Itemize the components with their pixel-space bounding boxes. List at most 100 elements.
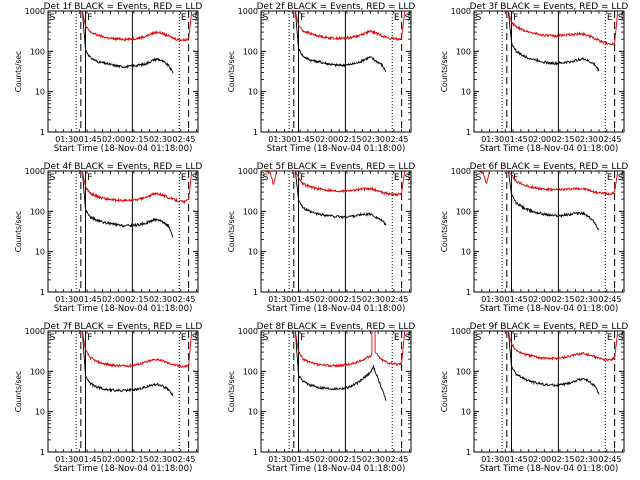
panel-title: Det 6f BLACK = Events, RED = LLD (470, 162, 629, 172)
x-tick-label: 02:15 (552, 455, 575, 464)
y-tick-label: 100 (243, 367, 258, 376)
x-tick-label: 02:30 (149, 135, 172, 144)
x-tick-label: 01:45 (292, 295, 315, 304)
panel-title: Det 2f BLACK = Events, RED = LLD (257, 2, 416, 12)
x-tick-label: 02:45 (598, 455, 621, 464)
panel-title: Det 4f BLACK = Events, RED = LLD (44, 162, 203, 172)
plot-frame (473, 170, 625, 293)
x-axis-label: Start Time (18-Nov-04 01:18:00) (54, 464, 193, 474)
plot-frame (47, 170, 199, 293)
x-axis-label: Start Time (18-Nov-04 01:18:00) (54, 304, 193, 314)
y-tick-label: 1 (466, 128, 471, 137)
y-tick-label: 1 (253, 128, 258, 137)
x-tick-label: 02:45 (172, 455, 195, 464)
x-tick-label: 02:00 (315, 295, 338, 304)
event-marker-letter: S (50, 13, 56, 23)
x-tick-label: 02:00 (528, 455, 551, 464)
event-marker-letter: F (513, 333, 518, 343)
event-marker-letter: S (50, 173, 56, 183)
y-axis-label: Counts/sec (14, 371, 23, 412)
y-axis-label: Counts/sec (440, 211, 449, 252)
x-tick-label: 02:00 (102, 295, 125, 304)
x-tick-label: 01:45 (505, 455, 528, 464)
y-tick-label: 10 (35, 88, 45, 97)
y-tick-label: 10 (35, 248, 45, 257)
events-series-line (507, 11, 600, 72)
x-tick-label: 01:30 (55, 455, 78, 464)
y-tick-label: 1 (466, 448, 471, 457)
x-axis-label: Start Time (18-Nov-04 01:18:00) (54, 144, 193, 154)
x-tick-label: 02:45 (172, 295, 195, 304)
x-tick-label: 01:30 (481, 135, 504, 144)
detector-panel: Det 4f BLACK = Events, RED = LLD 1 10 100 10… (14, 162, 202, 314)
event-marker-letter: S (476, 333, 482, 343)
y-axis-label: Counts/sec (227, 211, 236, 252)
x-tick-label: 02:00 (102, 135, 125, 144)
lld-series-line (507, 11, 619, 46)
detector-panel: Det 7f BLACK = Events, RED = LLD 1 10 100 10… (14, 322, 202, 474)
x-tick-label: 02:00 (528, 295, 551, 304)
x-tick-label: 01:30 (268, 455, 291, 464)
x-tick-label: 02:30 (149, 295, 172, 304)
y-tick-label: 1000 (238, 7, 258, 16)
y-tick-label: 1 (253, 448, 258, 457)
x-tick-label: 02:30 (575, 455, 598, 464)
x-tick-label: 01:45 (79, 295, 102, 304)
event-marker-letter: S (476, 13, 482, 23)
event-marker-letter: E (607, 333, 613, 343)
event-marker-letter: S (618, 333, 624, 343)
x-tick-label: 01:30 (481, 455, 504, 464)
y-tick-label: 1000 (25, 7, 45, 16)
y-axis-label: Counts/sec (227, 371, 236, 412)
x-tick-label: 02:15 (339, 295, 362, 304)
event-marker-letter: F (87, 13, 92, 23)
plot-frame (473, 10, 625, 133)
y-tick-label: 100 (456, 47, 471, 56)
event-marker-letter: E (394, 13, 400, 23)
event-marker-letter: S (263, 333, 269, 343)
events-series-line (294, 11, 387, 72)
panel-title: Det 8f BLACK = Events, RED = LLD (257, 322, 416, 332)
y-tick-label: 1000 (25, 327, 45, 336)
event-marker-letter: S (50, 333, 56, 343)
x-tick-label: 01:45 (79, 455, 102, 464)
panel-title: Det 5f BLACK = Events, RED = LLD (257, 162, 416, 172)
lld-series-line (476, 171, 619, 197)
y-axis-label: Counts/sec (14, 211, 23, 252)
lld-series-line (507, 331, 619, 362)
y-axis-label: Counts/sec (440, 51, 449, 92)
y-tick-label: 100 (456, 207, 471, 216)
event-marker-letter: S (618, 173, 624, 183)
detector-panel: Det 9f BLACK = Events, RED = LLD 1 10 100 10… (440, 322, 628, 474)
plot-frame (260, 330, 412, 453)
panel-title: Det 9f BLACK = Events, RED = LLD (470, 322, 629, 332)
x-tick-label: 02:15 (552, 295, 575, 304)
plot-frame (473, 330, 625, 453)
y-tick-label: 1 (40, 448, 45, 457)
y-tick-label: 100 (30, 207, 45, 216)
x-tick-label: 02:45 (385, 455, 408, 464)
events-series-line (81, 11, 174, 74)
x-tick-label: 01:45 (292, 135, 315, 144)
x-tick-label: 02:45 (385, 135, 408, 144)
x-axis-label: Start Time (18-Nov-04 01:18:00) (267, 144, 406, 154)
panel-title: Det 7f BLACK = Events, RED = LLD (44, 322, 203, 332)
x-tick-label: 02:30 (149, 455, 172, 464)
x-tick-label: 02:30 (362, 295, 385, 304)
event-marker-letter: E (181, 333, 187, 343)
event-marker-letter: E (181, 173, 187, 183)
lld-series-line (294, 11, 406, 42)
x-tick-label: 02:45 (385, 295, 408, 304)
event-marker-letter: F (300, 13, 305, 23)
x-tick-label: 02:15 (126, 455, 149, 464)
y-tick-label: 10 (248, 248, 258, 257)
y-tick-label: 100 (30, 367, 45, 376)
x-tick-label: 02:45 (172, 135, 195, 144)
x-tick-label: 02:30 (362, 135, 385, 144)
x-axis-label: Start Time (18-Nov-04 01:18:00) (267, 464, 406, 474)
x-tick-label: 02:15 (339, 135, 362, 144)
events-series-line (294, 331, 387, 401)
event-marker-letter: E (394, 173, 400, 183)
event-marker-letter: F (87, 173, 92, 183)
